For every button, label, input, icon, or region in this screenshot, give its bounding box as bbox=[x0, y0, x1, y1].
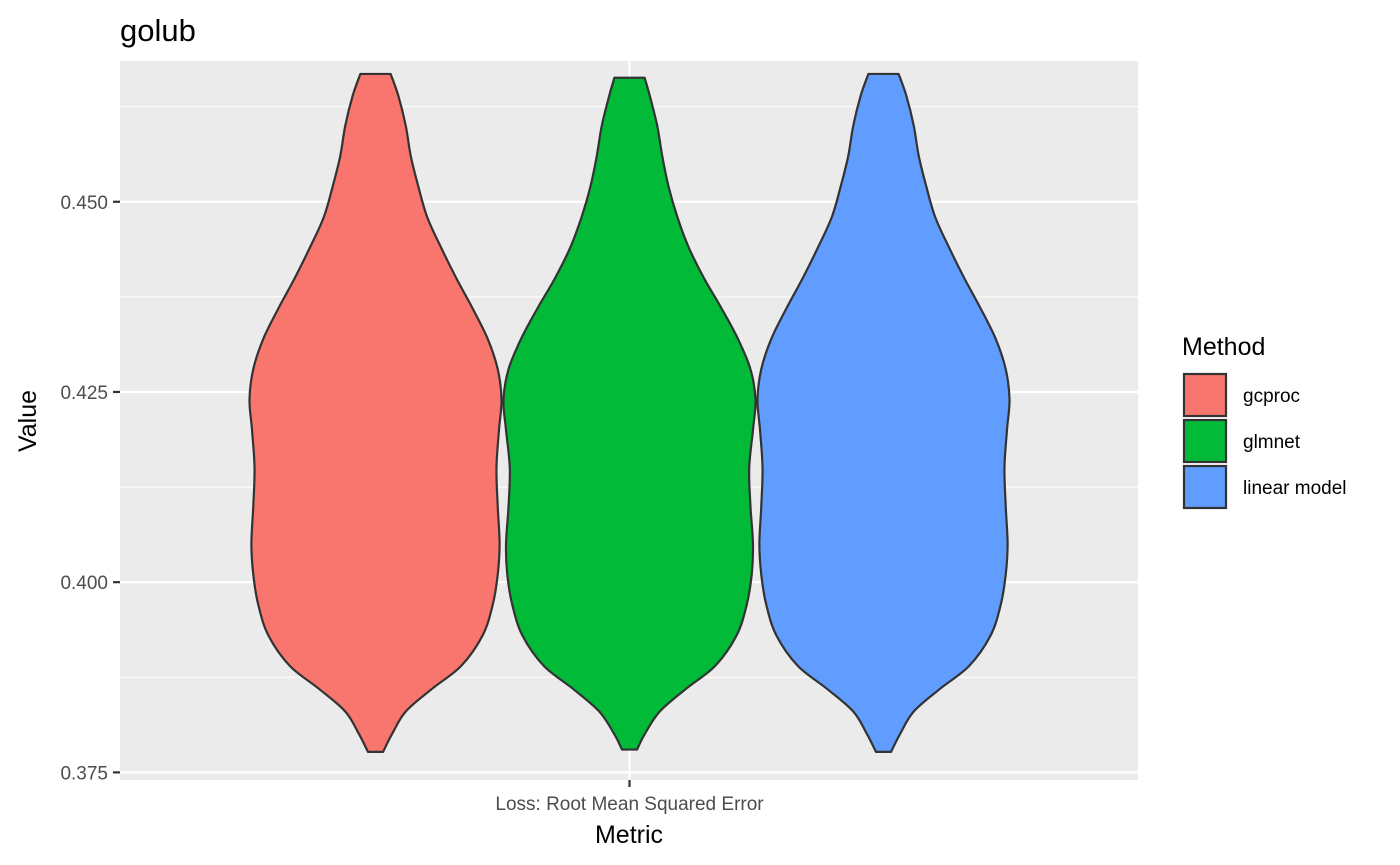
violin-linear-model bbox=[756, 72, 1011, 753]
x-axis-title: Metric bbox=[595, 821, 663, 849]
legend-title: Method bbox=[1182, 333, 1265, 361]
y-tick-label: 0.425 bbox=[60, 383, 108, 404]
y-axis-title: Value bbox=[14, 390, 42, 452]
legend: Method gcproc glmnet linear model bbox=[1182, 333, 1347, 510]
chart-title: golub bbox=[120, 13, 196, 48]
violin-gcproc bbox=[248, 72, 503, 753]
legend-key-gcproc bbox=[1182, 372, 1228, 418]
legend-label-glmnet: glmnet bbox=[1243, 432, 1301, 453]
violins bbox=[248, 72, 1011, 753]
violin-glmnet bbox=[502, 76, 757, 751]
y-tick-label: 0.375 bbox=[60, 763, 108, 784]
legend-label-linear-model: linear model bbox=[1243, 478, 1347, 499]
x-tick-label: Loss: Root Mean Squared Error bbox=[495, 794, 764, 815]
axes: 0.375 0.400 0.425 0.450 Loss: Root Mean Squa… bbox=[60, 193, 764, 815]
legend-key-linear-model bbox=[1182, 464, 1228, 510]
y-tick-label: 0.400 bbox=[60, 573, 108, 594]
y-tick-label: 0.450 bbox=[60, 193, 108, 214]
legend-label-gcproc: gcproc bbox=[1243, 386, 1300, 407]
legend-key-glmnet bbox=[1182, 418, 1228, 464]
